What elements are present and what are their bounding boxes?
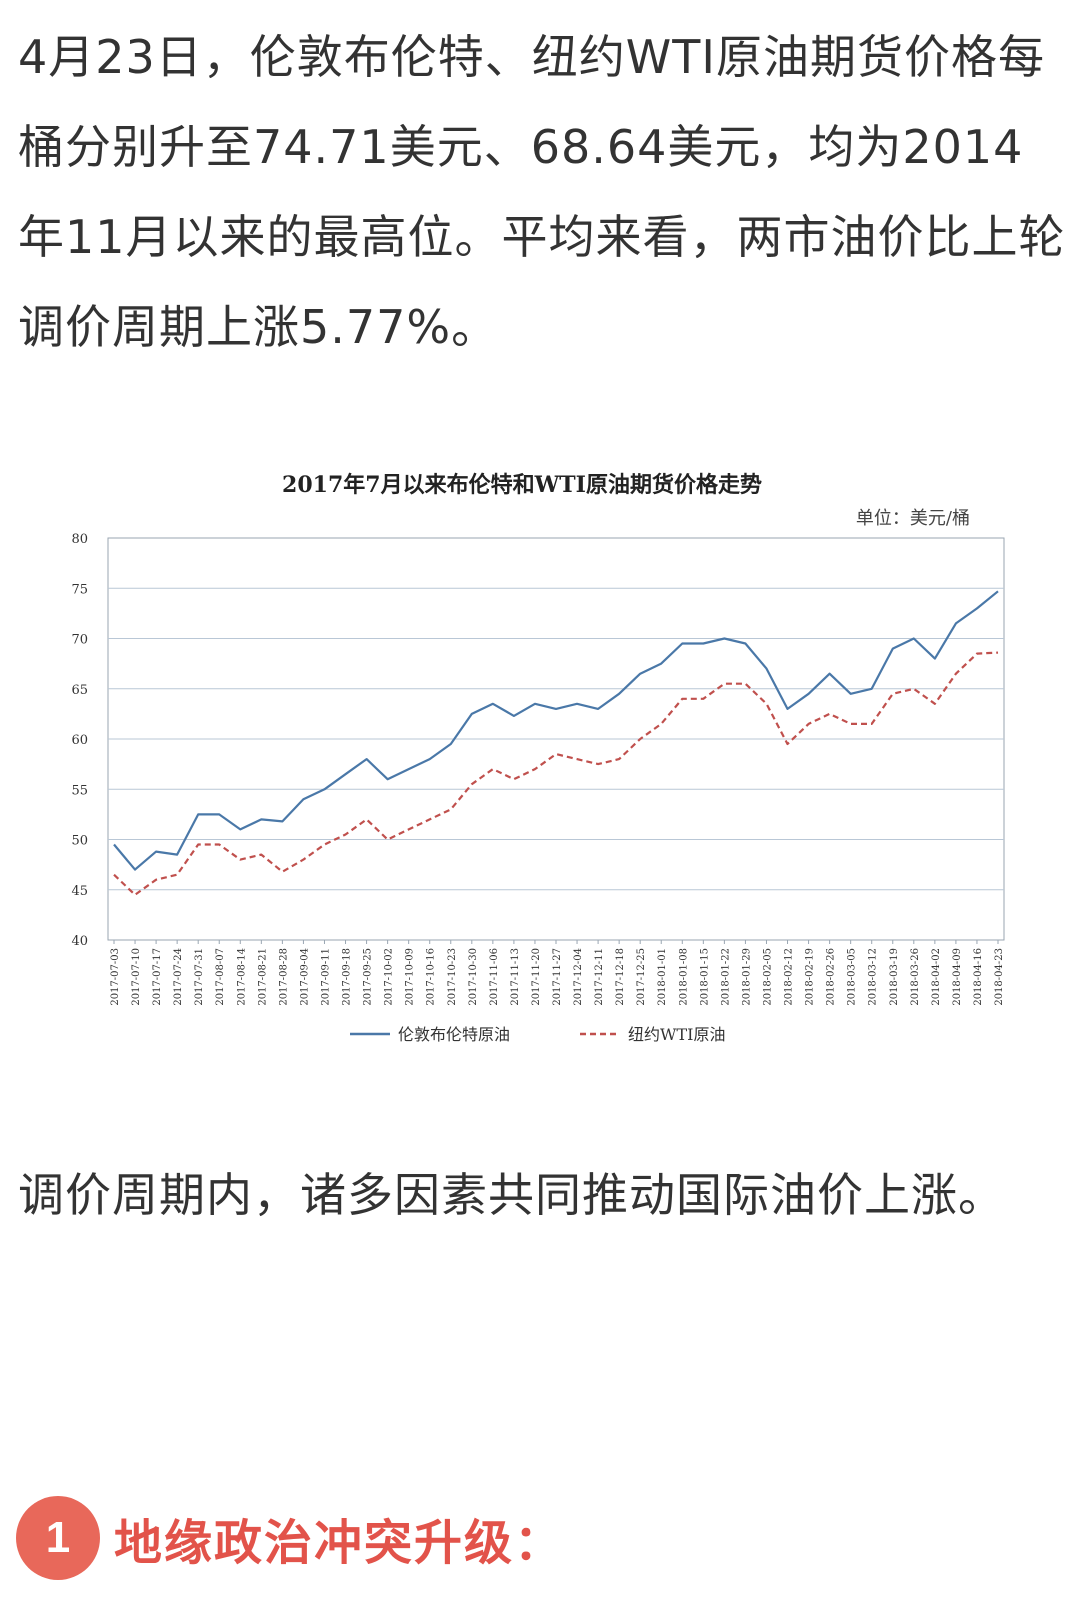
chart-title: 2017年7月以来布伦特和WTI原油期货价格走势: [282, 472, 762, 498]
x-tick-label: 2017-12-18: [615, 948, 626, 1006]
x-tick-label: 2017-12-25: [636, 948, 647, 1006]
x-tick-label: 2018-01-22: [720, 948, 731, 1006]
y-tick-label: 55: [71, 783, 88, 798]
x-tick-label: 2018-02-12: [784, 948, 795, 1006]
x-tick-label: 2018-03-19: [889, 948, 900, 1006]
x-tick-label: 2017-08-21: [257, 948, 268, 1006]
x-tick-label: 2017-07-31: [194, 948, 205, 1006]
x-tick-label: 2018-04-02: [931, 948, 942, 1006]
y-tick-label: 45: [71, 884, 88, 899]
y-tick-label: 70: [71, 633, 88, 648]
x-tick-label: 2017-07-03: [110, 948, 121, 1006]
chart-legend: 伦敦布伦特原油 纽约WTI原油: [350, 1025, 725, 1044]
y-tick-label: 75: [71, 582, 88, 597]
x-tick-label: 2017-11-06: [489, 948, 500, 1006]
x-tick-label: 2017-12-11: [594, 948, 605, 1006]
x-tick-label: 2018-01-29: [741, 948, 752, 1006]
y-tick-label: 50: [71, 834, 88, 849]
x-tick-label: 2017-09-11: [320, 948, 331, 1006]
x-tick-label: 2017-07-17: [152, 948, 163, 1006]
wti-series-line: [113, 651, 999, 896]
y-tick-label: 40: [71, 934, 88, 949]
x-tick-label: 2017-10-30: [468, 948, 479, 1006]
x-tick-label: 2017-10-02: [384, 948, 395, 1006]
x-tick-label: 2017-08-28: [278, 948, 289, 1006]
legend-label: 伦敦布伦特原油: [398, 1025, 510, 1044]
x-tick-label: 2018-03-12: [868, 948, 879, 1006]
x-tick-label: 2018-03-26: [910, 948, 921, 1006]
x-tick-label: 2017-11-27: [552, 948, 563, 1006]
section-title: 地缘政治冲突升级：: [114, 1515, 565, 1571]
x-tick-label: 2018-02-26: [826, 948, 837, 1006]
x-tick-label: 2017-11-20: [531, 948, 542, 1006]
body-paragraph: 调价周期内，诸多因素共同推动国际油价上涨。: [18, 1168, 1005, 1222]
x-tick-label: 2017-12-04: [573, 948, 584, 1006]
x-tick-label: 2017-10-09: [405, 948, 416, 1006]
section-number-badge: 1: [16, 1496, 100, 1580]
chart-unit-label: 单位：美元/桶: [856, 508, 970, 529]
brent-series-line: [113, 590, 999, 871]
x-tick-label: 2018-02-19: [805, 948, 816, 1006]
x-tick-label: 2018-04-23: [994, 948, 1005, 1006]
x-tick-label: 2018-01-08: [678, 948, 689, 1006]
x-tick-label: 2017-09-04: [299, 948, 310, 1006]
x-tick-label: 2017-07-24: [173, 948, 184, 1006]
x-tick-label: 2017-08-14: [236, 948, 247, 1006]
y-tick-label: 60: [71, 733, 88, 748]
x-tick-label: 2017-10-23: [447, 948, 458, 1006]
x-tick-label: 2018-01-15: [699, 948, 710, 1006]
x-tick-label: 2017-09-18: [342, 948, 353, 1006]
x-tick-label: 2018-02-05: [762, 948, 773, 1006]
x-tick-label: 2017-10-16: [426, 948, 437, 1006]
intro-paragraph: 4月23日，伦敦布伦特、纽约WTI原油期货价格每桶分别升至74.71美元、68.…: [18, 30, 1066, 354]
x-tick-label: 2018-01-01: [657, 948, 668, 1006]
oil-price-chart: 2017年7月以来布伦特和WTI原油期货价格走势 单位：美元/桶 40 45 50 5…: [60, 450, 1060, 1090]
y-tick-label: 80: [71, 532, 88, 547]
x-tick-label: 2018-04-09: [952, 948, 963, 1006]
x-tick-label: 2017-11-13: [510, 948, 521, 1006]
section-heading: 1 地缘政治冲突升级：: [16, 1488, 564, 1588]
x-tick-label: 2018-04-16: [973, 948, 984, 1006]
legend-label: 纽约WTI原油: [628, 1025, 725, 1044]
x-tick-label: 2018-03-05: [847, 948, 858, 1006]
x-tick-label: 2017-07-10: [131, 948, 142, 1006]
x-tick-label: 2017-09-25: [363, 948, 374, 1006]
x-tick-label: 2017-08-07: [215, 948, 226, 1006]
y-tick-label: 65: [71, 683, 88, 698]
